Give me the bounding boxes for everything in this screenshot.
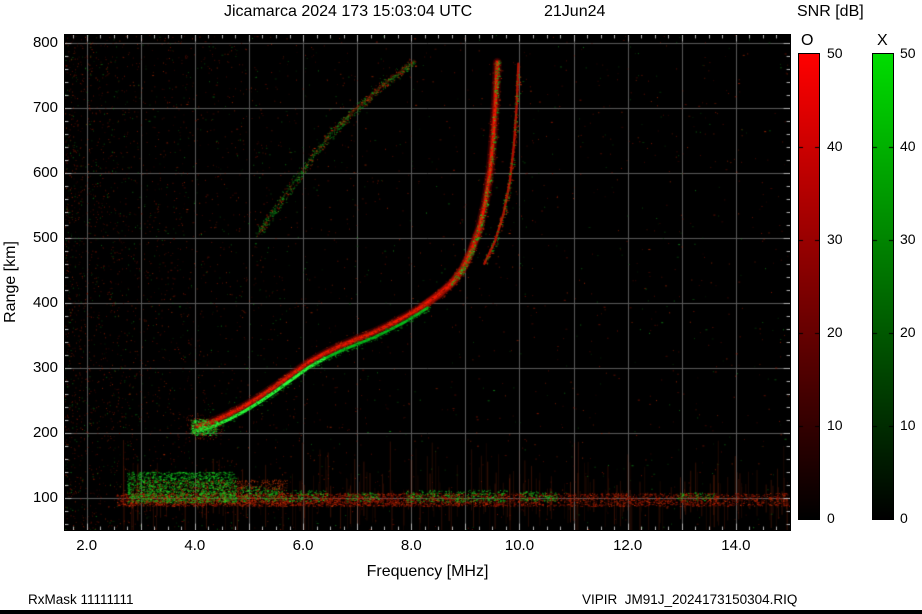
colorbar-tick-label: 10: [900, 417, 916, 433]
colorbar-tick-label: 0: [900, 510, 908, 526]
y-tick-label: 600: [32, 163, 58, 181]
x-axis-label: Frequency [MHz]: [366, 563, 489, 580]
x-tick-label: 8.0: [400, 537, 422, 554]
x-tick-label: 14.0: [721, 537, 751, 554]
colorbar-tick-label: 40: [900, 138, 916, 154]
y-tick-label: 300: [32, 358, 58, 376]
ionogram-canvas: [64, 34, 791, 531]
colorbar-tick-label: 20: [827, 324, 843, 340]
colorbar-tick-label: 40: [827, 138, 843, 154]
page-title: Jicamarca 2024 173 15:03:04 UTC: [224, 3, 473, 20]
x-mode-colorbar-label: X: [877, 32, 888, 49]
y-tick-label: 400: [32, 293, 58, 311]
x-tick-label: 10.0: [504, 537, 535, 554]
rx-mask-text: RxMask 11111111: [28, 592, 134, 607]
y-axis-label: Range [km]: [2, 241, 19, 323]
snr-colorbar-title: SNR [dB]: [797, 3, 864, 20]
colorbar-tick-label: 20: [900, 324, 916, 340]
colorbar-tick-label: 30: [827, 231, 843, 247]
x-mode-colorbar: [872, 53, 894, 520]
y-tick-label: 200: [32, 423, 58, 441]
colorbar-tick-label: 50: [900, 45, 916, 61]
colorbar-tick-label: 30: [900, 231, 916, 247]
colorbar-tick-label: 0: [827, 510, 835, 526]
y-tick-label: 800: [32, 33, 58, 51]
x-tick-label: 4.0: [184, 537, 206, 554]
x-tick-label: 6.0: [292, 537, 314, 554]
y-tick-label: 500: [32, 228, 58, 246]
o-mode-colorbar-label: O: [801, 32, 814, 49]
o-mode-colorbar: [798, 53, 820, 520]
date-label: 21Jun24: [544, 3, 606, 20]
bottom-border: [0, 610, 922, 614]
x-tick-label: 2.0: [76, 537, 98, 554]
data-file-name: VIPIR JM91J_2024173150304.RIQ: [582, 592, 798, 607]
y-tick-label: 700: [32, 98, 58, 116]
y-tick-label: 100: [32, 488, 58, 506]
x-tick-label: 12.0: [613, 537, 643, 554]
colorbar-tick-label: 50: [827, 45, 843, 61]
colorbar-tick-label: 10: [827, 417, 843, 433]
